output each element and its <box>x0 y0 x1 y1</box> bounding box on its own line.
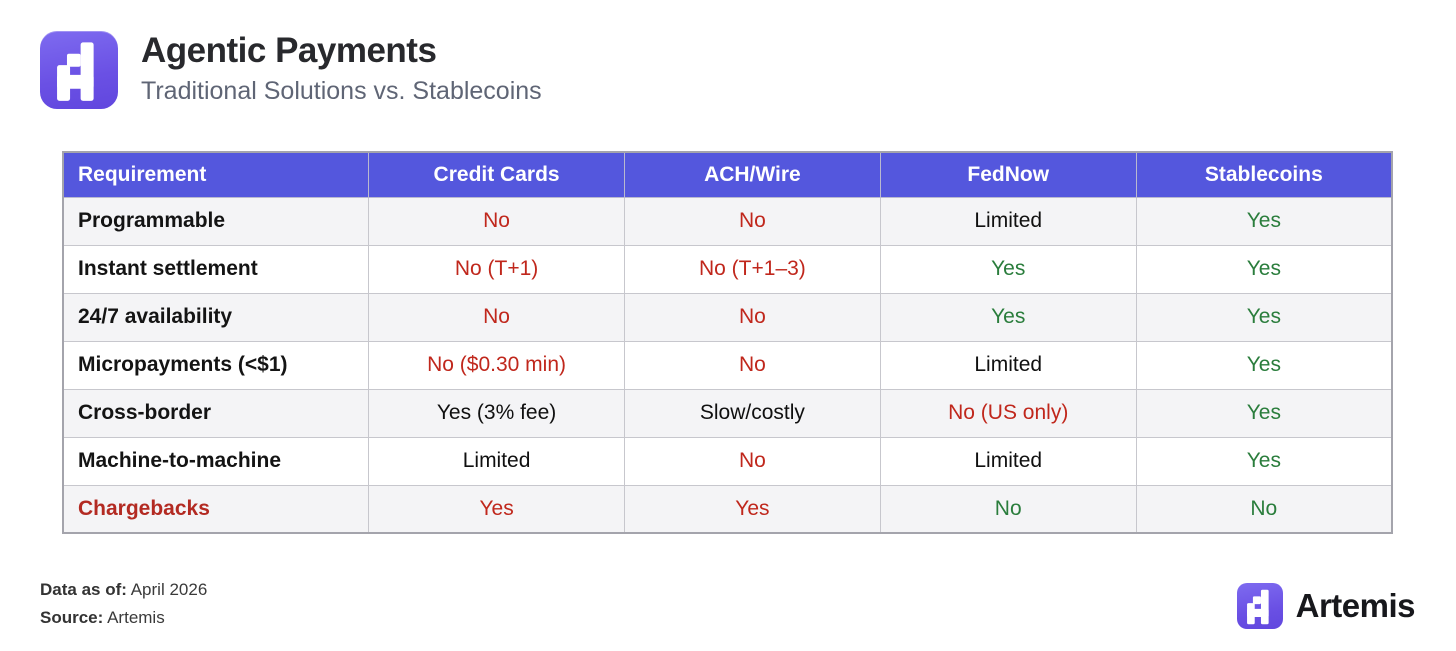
table-cell: No ($0.30 min) <box>368 340 625 390</box>
row-label: 24/7 availability <box>62 292 370 342</box>
table-cell: Limited <box>879 340 1137 390</box>
row-label: Machine-to-machine <box>62 436 370 486</box>
table-cell: Limited <box>879 436 1137 486</box>
source-line: Source: Artemis <box>40 604 207 632</box>
table-row: Programmable No No Limited Yes <box>62 196 1393 246</box>
table-cell: Yes <box>879 292 1137 342</box>
comparison-table: Requirement Credit Cards ACH/Wire FedNow Sta… <box>62 151 1393 534</box>
page-title: Agentic Payments <box>141 31 437 70</box>
column-header-fednow: FedNow <box>879 151 1137 198</box>
page-subtitle: Traditional Solutions vs. Stablecoins <box>141 77 542 105</box>
column-header-credit-cards: Credit Cards <box>368 151 625 198</box>
column-header-requirement: Requirement <box>62 151 370 198</box>
table-cell: Yes <box>1135 196 1393 246</box>
table-row: Machine-to-machine Limited No Limited Yes <box>62 436 1393 486</box>
column-header-ach-wire: ACH/Wire <box>623 151 881 198</box>
table-cell: No (T+1) <box>368 244 625 294</box>
table-cell: Yes <box>1135 436 1393 486</box>
source-label: Source: <box>40 608 104 627</box>
table-cell: Limited <box>879 196 1137 246</box>
table-cell: No <box>623 292 881 342</box>
table-cell: Yes <box>879 244 1137 294</box>
table-cell: Slow/costly <box>623 388 881 438</box>
brand-footer: Artemis <box>1236 583 1416 629</box>
comparison-table-container: Requirement Credit Cards ACH/Wire FedNow Sta… <box>62 151 1393 534</box>
table-cell: Yes <box>1135 244 1393 294</box>
source-value: Artemis <box>107 608 165 627</box>
title-block: Agentic Payments Traditional Solutions v… <box>141 31 542 105</box>
data-as-of-value: April 2026 <box>130 580 208 599</box>
footer-meta: Data as of: April 2026 Source: Artemis <box>40 576 207 632</box>
row-label: Micropayments (<$1) <box>62 340 370 390</box>
table-cell: No <box>623 340 881 390</box>
row-label: Instant settlement <box>62 244 370 294</box>
table-row: Chargebacks Yes Yes No No <box>62 484 1393 534</box>
data-as-of-label: Data as of: <box>40 580 127 599</box>
row-label: Chargebacks <box>62 484 370 534</box>
table-cell: No <box>623 196 881 246</box>
table-row: Instant settlement No (T+1) No (T+1–3) Yes Y… <box>62 244 1393 294</box>
brand-wordmark: Artemis <box>1295 587 1416 624</box>
table-row: 24/7 availability No No Yes Yes <box>62 292 1393 342</box>
table-cell: No <box>623 436 881 486</box>
table-cell: Yes <box>368 484 625 534</box>
artemis-logo-icon-small <box>1236 583 1283 629</box>
table-cell: Yes <box>1135 340 1393 390</box>
artemis-logo-icon <box>40 31 118 109</box>
table-cell: No (T+1–3) <box>623 244 881 294</box>
table-cell: No <box>1135 484 1393 534</box>
table-cell: No <box>879 484 1137 534</box>
table-cell: Yes (3% fee) <box>368 388 625 438</box>
data-as-of-line: Data as of: April 2026 <box>40 576 207 604</box>
row-label: Programmable <box>62 196 370 246</box>
table-row: Cross-border Yes (3% fee) Slow/costly No (U… <box>62 388 1393 438</box>
table-cell: Limited <box>368 436 625 486</box>
table-cell: No <box>368 196 625 246</box>
column-header-stablecoins: Stablecoins <box>1135 151 1393 198</box>
table-cell: Yes <box>1135 388 1393 438</box>
table-row: Micropayments (<$1) No ($0.30 min) No Limit… <box>62 340 1393 390</box>
table-header-row: Requirement Credit Cards ACH/Wire FedNow Sta… <box>62 151 1393 198</box>
table-cell: Yes <box>623 484 881 534</box>
page-header: Agentic Payments Traditional Solutions v… <box>40 31 542 109</box>
table-cell: No (US only) <box>879 388 1137 438</box>
table-cell: Yes <box>1135 292 1393 342</box>
table-cell: No <box>368 292 625 342</box>
row-label: Cross-border <box>62 388 370 438</box>
